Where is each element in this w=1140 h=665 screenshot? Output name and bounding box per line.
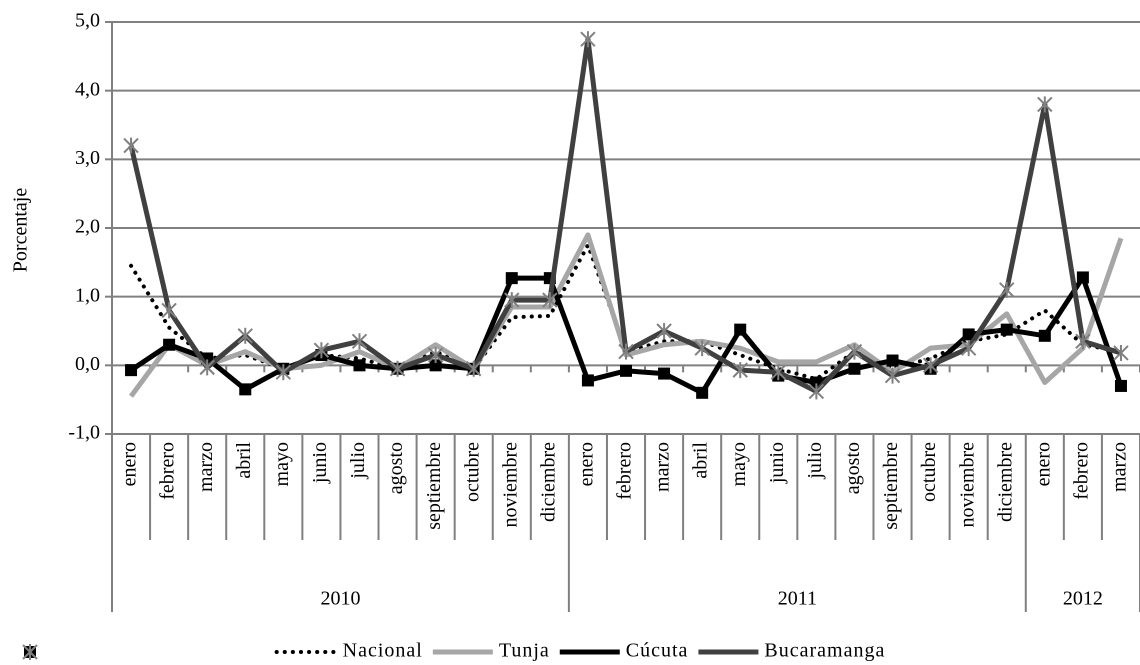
marker <box>581 374 594 387</box>
x-tick-label: enero <box>119 442 141 486</box>
legend-label: Tunja <box>499 640 550 662</box>
marker <box>161 302 177 319</box>
series-line <box>128 36 1122 394</box>
legend-label: Cúcuta <box>626 640 689 662</box>
marker <box>275 364 292 381</box>
y-tick-label: 4,0 <box>75 78 100 100</box>
marker <box>237 327 253 344</box>
marker <box>542 292 558 309</box>
marker <box>846 343 863 360</box>
legend-item: Bucaramanga <box>698 640 885 662</box>
marker <box>313 342 330 359</box>
x-tick-label: enero <box>576 442 598 486</box>
x-tick-label: febrero <box>157 442 179 500</box>
x-tick-label: febrero <box>614 442 636 500</box>
x-tick-label: abril <box>233 442 255 479</box>
marker <box>1113 344 1129 361</box>
x-tick-label: julio <box>347 442 369 480</box>
marker <box>163 338 176 351</box>
marker <box>504 292 520 309</box>
x-tick-label: octubre <box>461 442 483 502</box>
marker <box>734 323 747 336</box>
y-tick-label: 5,0 <box>75 10 100 32</box>
marker <box>1000 323 1013 336</box>
legend-label: Nacional <box>343 640 423 662</box>
marker <box>960 340 977 357</box>
x-tick-label: diciembre <box>994 442 1016 522</box>
marker <box>618 343 634 360</box>
marker <box>696 386 709 399</box>
marker <box>886 354 899 367</box>
marker <box>1076 271 1089 284</box>
x-tick-label: mayo <box>271 442 293 486</box>
x-tick-label: abril <box>690 442 712 479</box>
group-label: 2011 <box>778 588 817 610</box>
marker <box>922 357 939 374</box>
x-tick-label: enero <box>1032 442 1054 486</box>
marker <box>125 364 138 377</box>
y-axis-label: Porcentaje <box>10 188 32 273</box>
marker <box>1037 96 1053 113</box>
x-tick-label: junio <box>766 442 788 484</box>
marker <box>848 362 861 375</box>
x-tick-label: diciembre <box>537 442 559 522</box>
y-tick-label: 1,0 <box>75 284 100 306</box>
x-tick-label: marzo <box>1109 442 1131 492</box>
marker <box>999 281 1015 298</box>
marker <box>1114 379 1127 392</box>
x-tick-label: noviembre <box>499 442 521 528</box>
x-tick-label: junio <box>309 442 331 484</box>
x-tick-label: mayo <box>728 442 750 486</box>
group-label: 2010 <box>320 588 360 610</box>
marker <box>351 333 368 350</box>
group-label: 2012 <box>1063 588 1103 610</box>
x-tick-label: marzo <box>652 442 674 492</box>
marker <box>239 383 252 396</box>
marker <box>580 31 596 48</box>
x-tick-label: septiembre <box>880 442 902 530</box>
x-tick-label: agosto <box>842 442 864 494</box>
x-tick-label: agosto <box>385 442 407 494</box>
marker <box>658 367 671 380</box>
y-tick-label: 3,0 <box>75 147 100 169</box>
marker <box>1075 333 1091 350</box>
legend-label: Bucaramanga <box>764 640 885 662</box>
legend-item: Nacional <box>274 640 423 662</box>
x-tick-label: noviembre <box>956 442 978 528</box>
marker <box>429 359 442 372</box>
marker <box>694 340 710 357</box>
marker <box>884 367 901 384</box>
marker <box>808 383 825 400</box>
marker <box>123 137 139 154</box>
x-tick-label: marzo <box>195 442 217 492</box>
y-tick-label: 2,0 <box>75 216 100 238</box>
legend-item: Cúcuta <box>559 640 689 662</box>
legend-item: Tunja <box>432 640 550 662</box>
marker <box>427 347 444 364</box>
marker <box>505 272 518 285</box>
marker <box>962 328 975 341</box>
marker <box>389 360 406 377</box>
marker <box>656 323 672 339</box>
y-tick-label: -1,0 <box>68 422 100 444</box>
x-tick-label: octubre <box>918 442 940 502</box>
marker <box>353 359 366 372</box>
marker <box>1038 329 1051 342</box>
x-tick-label: julio <box>804 442 826 480</box>
marker <box>22 644 38 660</box>
x-tick-label: septiembre <box>423 442 445 530</box>
marker <box>620 364 632 377</box>
y-tick-label: 0,0 <box>75 353 100 375</box>
marker <box>732 362 748 379</box>
marker <box>465 360 482 377</box>
x-tick-label: febrero <box>1070 442 1092 500</box>
marker <box>770 364 787 381</box>
marker <box>199 359 215 376</box>
